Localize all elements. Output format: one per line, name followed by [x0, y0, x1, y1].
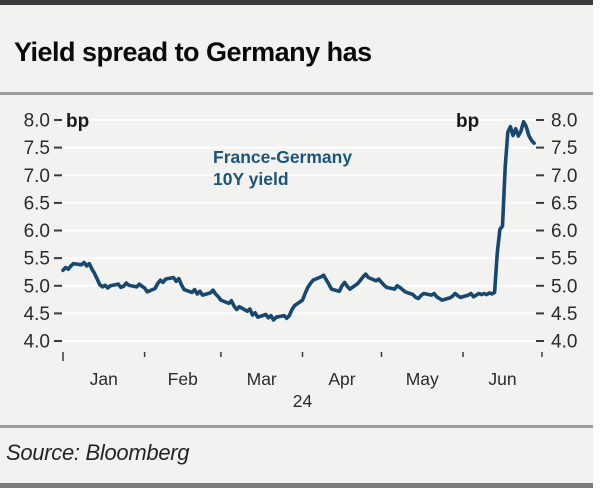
svg-text:4.0: 4.0 — [551, 332, 577, 353]
yield-spread-chart: 8.0 7.5 7.0 6.5 6.0 5.5 5.0 4.5 4.0 bp 8.0 7.5 7.0 6.… — [24, 111, 578, 412]
svg-text:24: 24 — [293, 391, 313, 411]
top-border — [0, 0, 593, 5]
gridlines — [58, 119, 537, 342]
svg-text:6.0: 6.0 — [24, 221, 50, 242]
svg-text:10Y yield: 10Y yield — [213, 169, 289, 189]
svg-text:Jan: Jan — [90, 369, 118, 389]
svg-text:8.0: 8.0 — [24, 111, 50, 132]
svg-text:4.5: 4.5 — [551, 304, 577, 325]
svg-text:7.0: 7.0 — [24, 166, 50, 187]
svg-text:6.0: 6.0 — [551, 221, 577, 242]
svg-text:6.5: 6.5 — [551, 193, 577, 214]
svg-text:Mar: Mar — [247, 369, 277, 389]
svg-text:4.0: 4.0 — [24, 332, 50, 353]
svg-text:5.5: 5.5 — [551, 249, 577, 270]
svg-text:Feb: Feb — [168, 369, 198, 389]
page-title: Yield spread to Germany has — [14, 37, 372, 67]
svg-text:4.5: 4.5 — [24, 304, 50, 325]
svg-text:6.5: 6.5 — [24, 193, 50, 214]
y-axis-left: 8.0 7.5 7.0 6.5 6.0 5.5 5.0 4.5 4.0 bp — [24, 111, 90, 353]
svg-text:France-Germany: France-Germany — [213, 147, 352, 167]
y-axis-right: 8.0 7.5 7.0 6.5 6.0 5.5 5.0 4.5 4.0 bp — [456, 111, 577, 353]
svg-text:Jun: Jun — [488, 369, 516, 389]
source-text: Source: Bloomberg — [6, 440, 190, 465]
svg-text:7.0: 7.0 — [551, 166, 577, 187]
x-axis: Jan Feb Mar Apr May Jun 24 — [62, 352, 543, 411]
chart-card: Yield spread to Germany has 8.0 7.5 7.0 6.5… — [0, 0, 593, 488]
source-section: Source: Bloomberg — [0, 428, 593, 483]
svg-text:8.0: 8.0 — [551, 111, 577, 132]
svg-text:bp: bp — [66, 111, 89, 132]
svg-text:5.0: 5.0 — [551, 276, 577, 297]
footer-divider — [0, 425, 593, 428]
title-divider — [0, 92, 593, 95]
chart-area: 8.0 7.5 7.0 6.5 6.0 5.5 5.0 4.5 4.0 bp 8.0 7.5 7.0 6.… — [0, 95, 593, 425]
svg-text:May: May — [406, 369, 439, 389]
svg-text:7.5: 7.5 — [24, 138, 50, 159]
svg-text:5.0: 5.0 — [24, 276, 50, 297]
data-line — [61, 119, 536, 322]
svg-text:7.5: 7.5 — [551, 138, 577, 159]
title-section: Yield spread to Germany has — [0, 5, 593, 92]
bottom-border — [0, 483, 593, 488]
svg-text:5.5: 5.5 — [24, 249, 50, 270]
svg-text:bp: bp — [456, 111, 479, 132]
svg-text:Apr: Apr — [328, 369, 355, 389]
